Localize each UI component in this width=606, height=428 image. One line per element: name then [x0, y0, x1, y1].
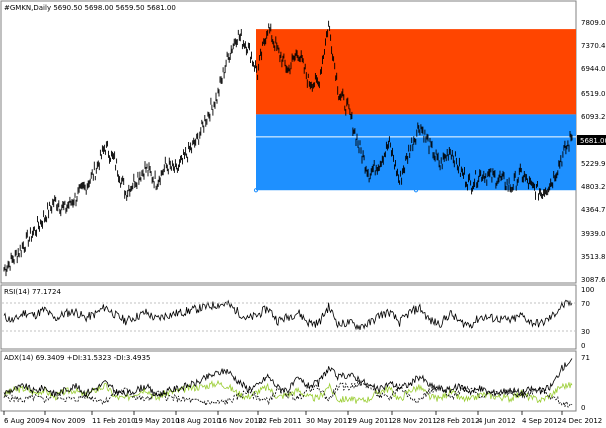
rsi-series — [3, 299, 573, 331]
main-panel-header: #GMKN,Daily 5690.50 5698.00 5659.50 5681… — [4, 4, 176, 12]
price-bars — [3, 20, 573, 277]
zone-anchor-handle[interactable] — [253, 188, 259, 193]
adx-panel-header: ADX(14) 69.3409 +DI:31.5323 -DI:3.4935 — [4, 354, 150, 362]
current-price-label: 5681.00 — [580, 137, 606, 145]
rsi-level-label: 100 — [581, 286, 594, 294]
time-label: 19 May 2010 — [134, 417, 180, 425]
time-label: 4 Nov 2009 — [45, 417, 85, 425]
plus-di-line — [3, 379, 573, 404]
rsi-level-label: 30 — [581, 328, 590, 336]
rsi-level-label: 70 — [581, 300, 590, 308]
price-label: 4803.20 — [581, 183, 606, 191]
time-label: 28 Nov 2011 — [392, 417, 437, 425]
time-label: 6 Aug 2009 — [4, 417, 44, 425]
time-label: 28 Feb 2012 — [436, 417, 480, 425]
price-label: 6944.00 — [581, 65, 606, 73]
time-label: 18 Aug 2010 — [176, 417, 221, 425]
price-label: 3939.00 — [581, 230, 606, 238]
price-label: 7370.40 — [581, 42, 606, 50]
price-label: 5229.90 — [581, 160, 606, 168]
price-label: 6093.20 — [581, 113, 606, 121]
time-label: 22 Feb 2011 — [258, 417, 302, 425]
time-label: 16 Nov 2010 — [218, 417, 263, 425]
adx-line — [3, 358, 573, 398]
current-price-badge — [577, 135, 606, 145]
time-label: 4 Jun 2012 — [478, 417, 516, 425]
fibonacci-blue-zone[interactable] — [256, 114, 576, 191]
price-label: 3087.60 — [581, 276, 606, 284]
zone-anchor-handle[interactable] — [413, 188, 419, 193]
rsi-line — [3, 299, 573, 331]
adx-level-label: 0 — [581, 404, 585, 412]
price-axis: 7809.00 7370.40 6944.00 6519.00 6093.20 … — [581, 19, 606, 284]
time-label: 29 Aug 2011 — [348, 417, 393, 425]
adx-series — [3, 358, 573, 408]
price-series — [3, 20, 573, 277]
time-label: 30 May 2011 — [306, 417, 352, 425]
minus-di-line — [3, 379, 573, 408]
rsi-panel-header: RSI(14) 77.1724 — [4, 288, 61, 296]
fibonacci-red-zone[interactable] — [256, 29, 576, 115]
price-label: 3513.80 — [581, 253, 606, 261]
price-label: 7809.00 — [581, 19, 606, 27]
price-label: 4364.70 — [581, 206, 606, 214]
time-label: 4 Sep 2012 — [522, 417, 562, 425]
rsi-level-label: 0 — [581, 342, 585, 350]
price-label: 6519.00 — [581, 90, 606, 98]
time-label: 11 Feb 2010 — [92, 417, 136, 425]
time-label: 4 Dec 2012 — [562, 417, 602, 425]
adx-level-label: 71 — [581, 354, 590, 362]
